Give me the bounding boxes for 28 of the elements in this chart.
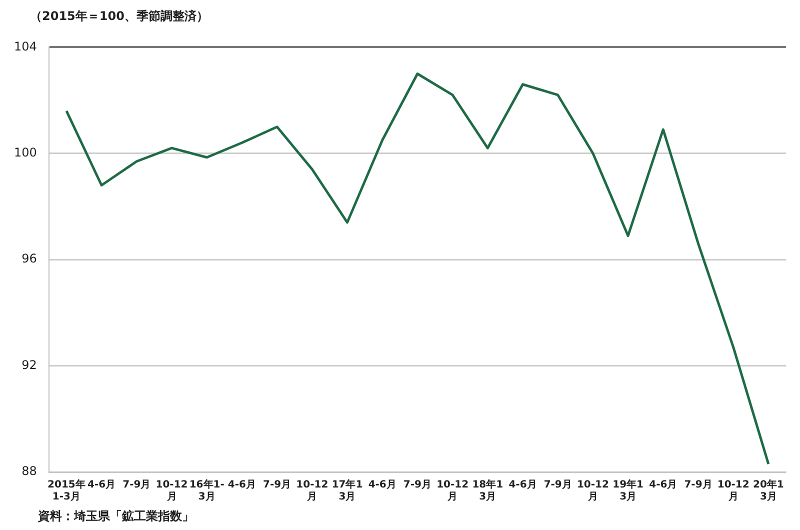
x-tick-label: 7-9月 — [263, 480, 292, 491]
x-tick-label: 4-6月 — [228, 480, 256, 491]
x-tick-label: 7-9月 — [684, 480, 712, 491]
x-tick-label: 16年1- 3月 — [189, 478, 224, 503]
x-tick-label: 10-12 月 — [436, 480, 469, 503]
x-tick-label: 19年1 3月 — [612, 478, 644, 503]
x-tick-label: 18年1 3月 — [472, 478, 504, 503]
x-tick-label: 10-12 月 — [156, 480, 188, 503]
x-tick-label: 10-12 月 — [717, 480, 750, 503]
x-tick-label: 7-9月 — [403, 480, 432, 491]
x-tick-label: 4-6月 — [508, 480, 537, 491]
x-tick-label: 7-9月 — [122, 480, 151, 491]
x-tick-label: 4-6月 — [368, 480, 396, 491]
x-tick-label: 2015年 1-3月 — [48, 478, 86, 503]
x-tick-label: 10-12 月 — [576, 480, 609, 503]
text: 資料：埼玉県「鉱工業指数」 — [38, 508, 194, 525]
y-tick-label: 88 — [22, 464, 37, 478]
x-tick-label: 10-12 月 — [296, 480, 328, 503]
x-tick-label: 17年1 3月 — [332, 478, 363, 503]
y-tick-label: 104 — [14, 39, 37, 54]
y-tick-label: 92 — [22, 358, 37, 372]
x-tick-label: 7-9月 — [544, 480, 572, 491]
x-tick-label: 4-6月 — [649, 480, 678, 491]
y-tick-label: 96 — [22, 252, 37, 266]
x-tick-label: 20年1 3月 — [753, 478, 784, 503]
chart-title: （2015年＝100、季節調整済） — [30, 8, 208, 25]
y-tick-label: 100 — [14, 146, 37, 160]
x-tick-label: 4-6月 — [88, 480, 116, 491]
